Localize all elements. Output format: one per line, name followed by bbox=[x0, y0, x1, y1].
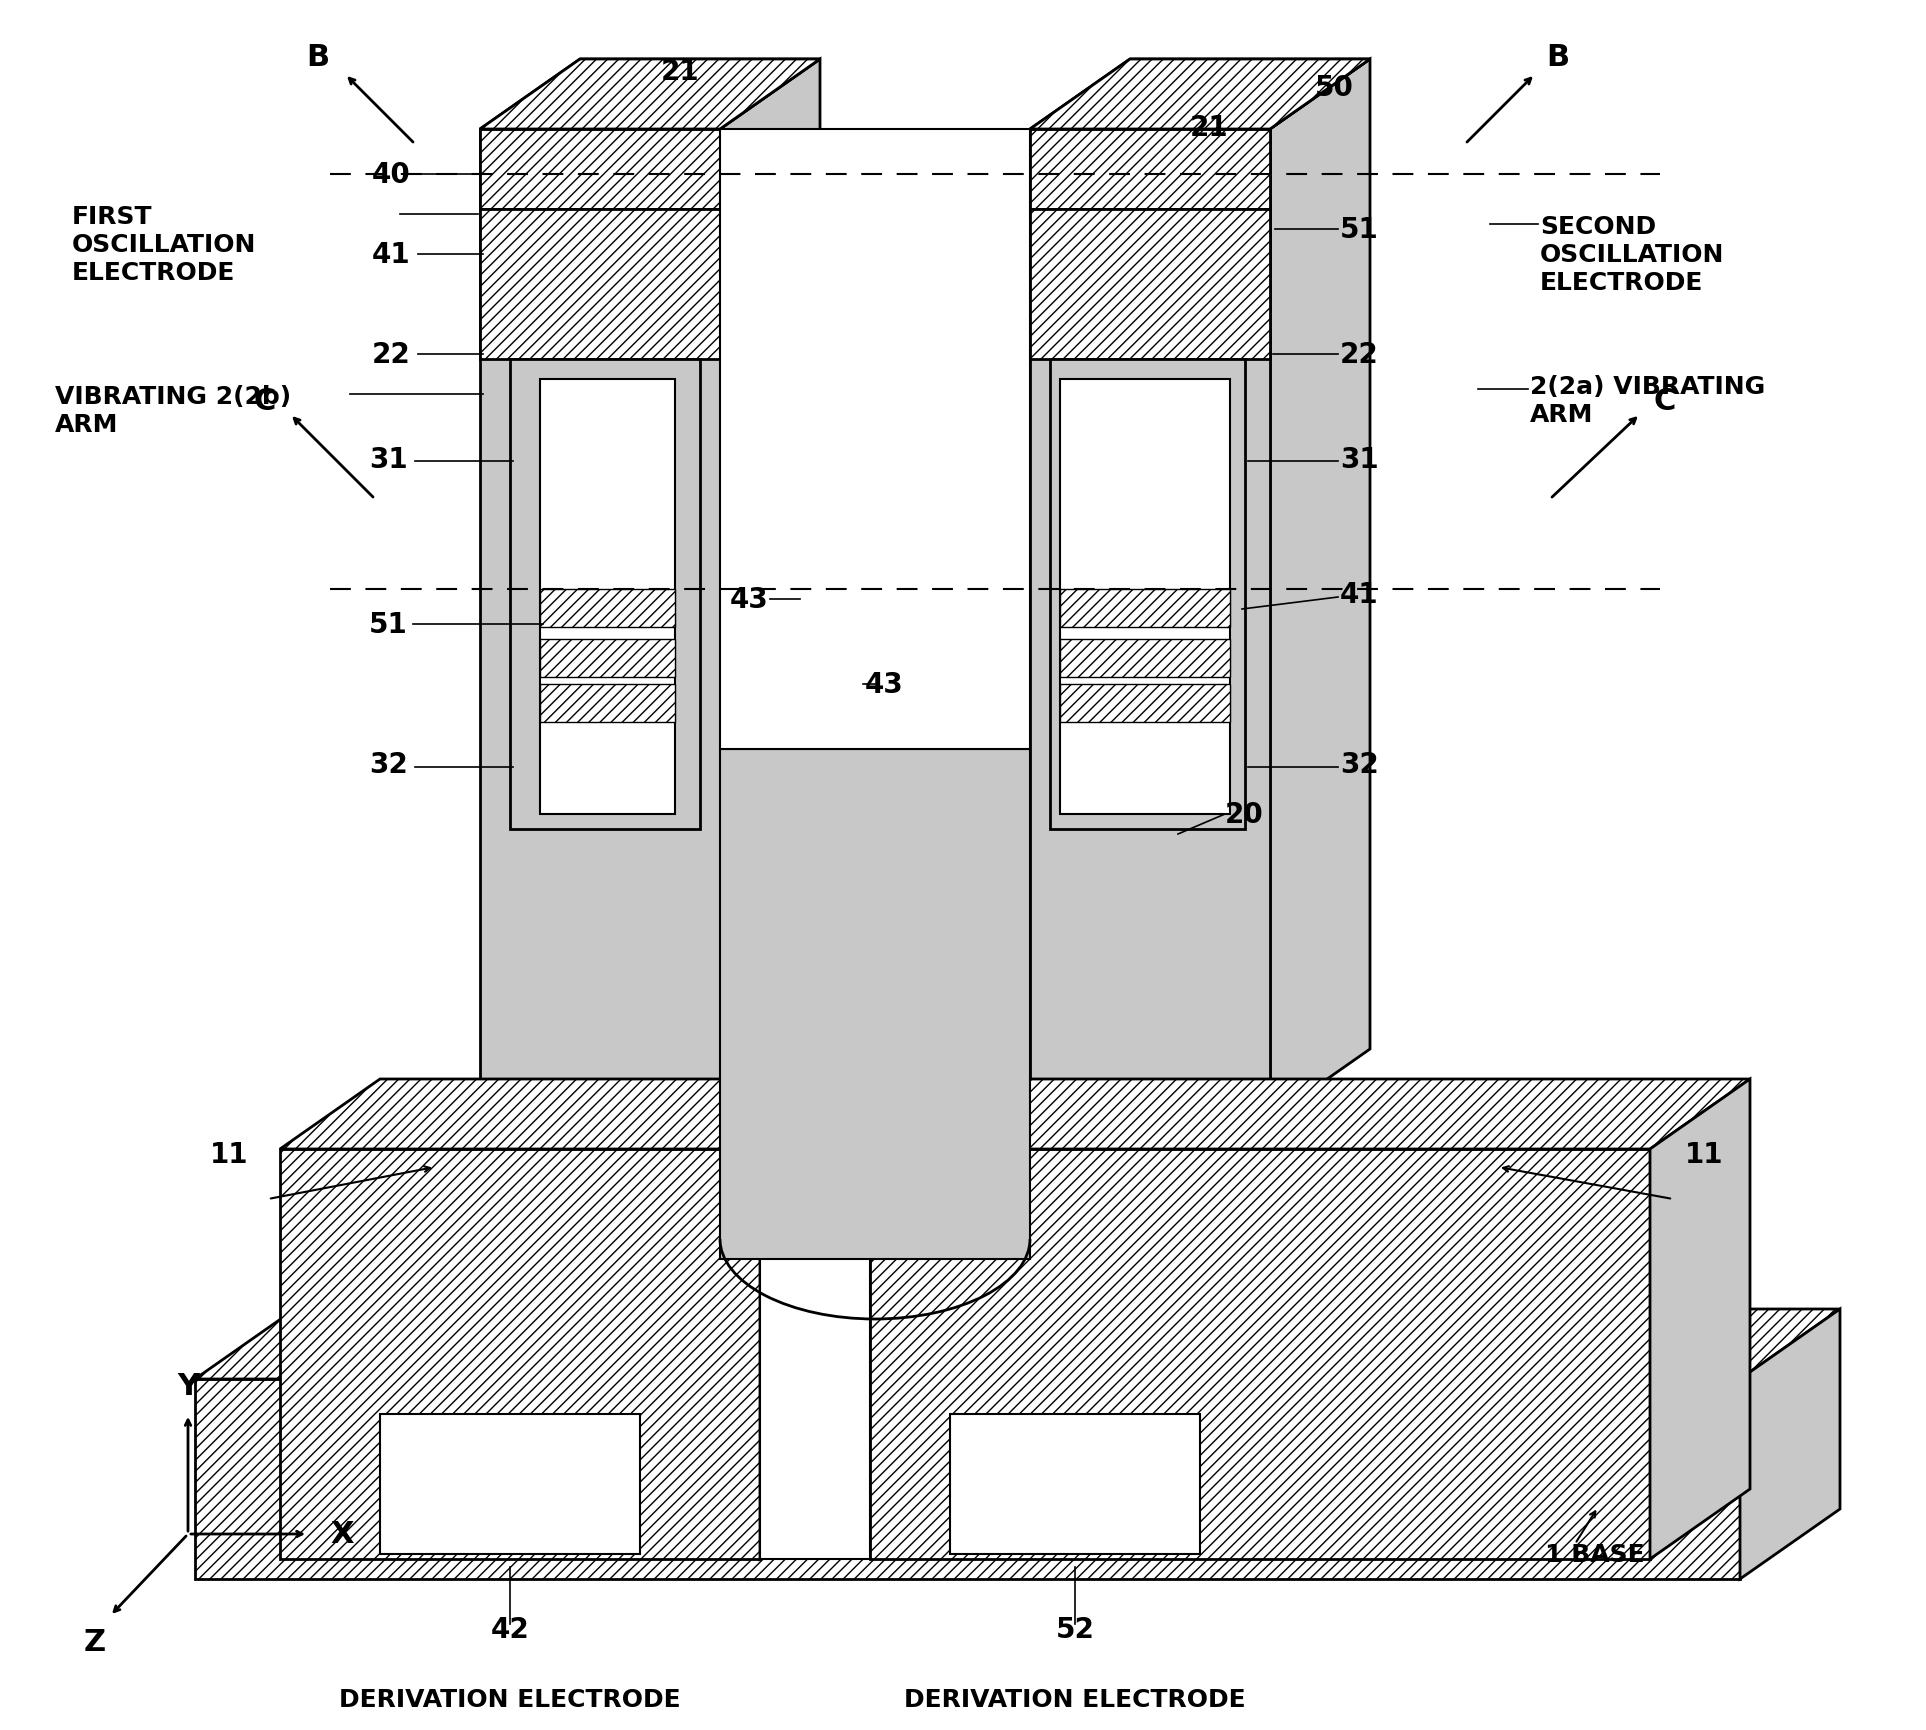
Polygon shape bbox=[279, 1080, 861, 1149]
Bar bbox=[1059, 381, 1231, 815]
Polygon shape bbox=[720, 61, 820, 1119]
Text: SECOND
OSCILLATION
ELECTRODE: SECOND OSCILLATION ELECTRODE bbox=[1541, 215, 1724, 294]
Bar bbox=[539, 640, 674, 678]
Text: 43: 43 bbox=[865, 671, 903, 699]
Polygon shape bbox=[1269, 61, 1369, 1119]
Bar bbox=[195, 1379, 1739, 1579]
Text: B: B bbox=[1547, 43, 1570, 73]
Bar bbox=[279, 1149, 761, 1559]
Bar bbox=[1059, 640, 1231, 678]
Text: DERIVATION ELECTRODE: DERIVATION ELECTRODE bbox=[339, 1687, 680, 1711]
Text: DERIVATION ELECTRODE: DERIVATION ELECTRODE bbox=[903, 1687, 1246, 1711]
Bar bbox=[1050, 360, 1244, 829]
Text: 20: 20 bbox=[1225, 801, 1263, 829]
Bar bbox=[950, 1413, 1200, 1554]
Text: 52: 52 bbox=[1055, 1616, 1094, 1644]
Text: X: X bbox=[329, 1519, 354, 1548]
Bar bbox=[539, 381, 674, 815]
Bar bbox=[720, 130, 1030, 749]
Text: 2(2a) VIBRATING
ARM: 2(2a) VIBRATING ARM bbox=[1529, 375, 1766, 427]
Bar bbox=[480, 130, 720, 209]
Text: 21: 21 bbox=[661, 59, 699, 86]
Bar bbox=[539, 685, 674, 723]
Text: 1 BASE: 1 BASE bbox=[1545, 1541, 1645, 1566]
Text: 22: 22 bbox=[372, 341, 410, 368]
Text: 40: 40 bbox=[372, 161, 410, 189]
Text: 31: 31 bbox=[370, 446, 408, 474]
Bar bbox=[1030, 130, 1269, 209]
Text: Y: Y bbox=[177, 1372, 198, 1401]
Bar bbox=[480, 209, 720, 360]
Text: 11: 11 bbox=[210, 1140, 248, 1168]
Bar bbox=[1030, 130, 1269, 1119]
Text: 32: 32 bbox=[370, 751, 408, 779]
Bar bbox=[510, 360, 699, 829]
Text: Z: Z bbox=[85, 1628, 106, 1657]
Bar bbox=[379, 1413, 639, 1554]
Polygon shape bbox=[1651, 1080, 1751, 1559]
Text: C: C bbox=[254, 388, 275, 417]
Bar bbox=[871, 1149, 1651, 1559]
Polygon shape bbox=[480, 61, 820, 130]
Text: 50: 50 bbox=[1315, 74, 1354, 102]
Text: 31: 31 bbox=[1340, 446, 1379, 474]
Text: 11: 11 bbox=[1685, 1140, 1724, 1168]
Bar bbox=[539, 590, 674, 628]
Text: 42: 42 bbox=[491, 1616, 530, 1644]
Text: 32: 32 bbox=[1340, 751, 1379, 779]
Bar bbox=[720, 749, 1030, 1259]
Bar bbox=[1059, 590, 1231, 628]
Text: 41: 41 bbox=[372, 240, 410, 268]
Polygon shape bbox=[1030, 61, 1369, 130]
Text: B: B bbox=[306, 43, 329, 73]
Bar bbox=[1059, 685, 1231, 723]
Polygon shape bbox=[480, 61, 820, 130]
Polygon shape bbox=[871, 1080, 1751, 1149]
Text: 51: 51 bbox=[370, 611, 408, 638]
Text: VIBRATING 2(2b)
ARM: VIBRATING 2(2b) ARM bbox=[56, 384, 291, 436]
Polygon shape bbox=[1030, 61, 1369, 130]
Bar bbox=[1030, 209, 1269, 360]
Text: 22: 22 bbox=[1340, 341, 1379, 368]
Polygon shape bbox=[1739, 1310, 1839, 1579]
Bar bbox=[761, 1149, 871, 1559]
Text: 51: 51 bbox=[1340, 216, 1379, 244]
Bar bbox=[480, 130, 720, 1119]
Polygon shape bbox=[761, 1080, 861, 1559]
Text: FIRST
OSCILLATION
ELECTRODE: FIRST OSCILLATION ELECTRODE bbox=[71, 204, 256, 284]
Text: C: C bbox=[1654, 388, 1676, 417]
Polygon shape bbox=[195, 1310, 1839, 1379]
Text: 21: 21 bbox=[1190, 114, 1229, 142]
Text: 41: 41 bbox=[1340, 581, 1379, 609]
Text: 43: 43 bbox=[730, 586, 768, 614]
